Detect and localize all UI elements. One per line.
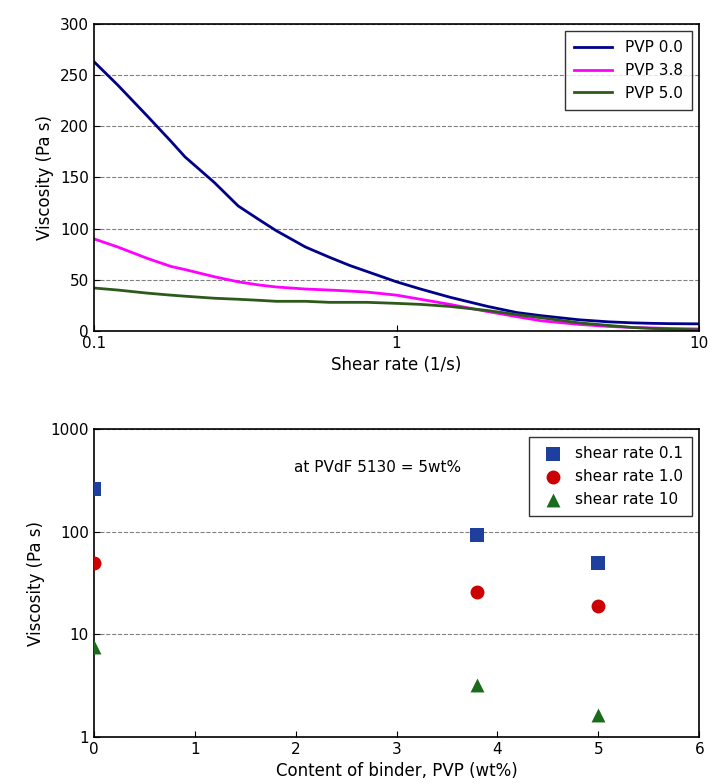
PVP 5.0 <box>604 321 613 330</box>
PVP 5.0 <box>143 289 151 298</box>
Y-axis label: Viscosity (Pa s): Viscosity (Pa s) <box>36 114 54 240</box>
PVP 3.8 <box>272 282 280 292</box>
PVP 3.8 <box>604 321 613 331</box>
PVP 5.0 <box>113 285 122 295</box>
Line: PVP 0.0: PVP 0.0 <box>94 61 699 324</box>
PVP 0.0 <box>695 319 704 328</box>
PVP 3.8 <box>648 323 657 332</box>
PVP 5.0 <box>167 290 175 299</box>
PVP 5.0 <box>325 298 334 307</box>
PVP 0.0 <box>325 252 334 262</box>
PVP 3.8 <box>446 299 454 309</box>
X-axis label: Content of binder, PVP (wt%): Content of binder, PVP (wt%) <box>275 762 518 780</box>
PVP 5.0 <box>628 323 637 332</box>
shear rate 0.1 <box>88 483 99 495</box>
PVP 0.0 <box>483 302 492 311</box>
PVP 0.0 <box>345 261 354 270</box>
PVP 0.0 <box>665 319 674 328</box>
PVP 3.8 <box>255 280 263 289</box>
PVP 0.0 <box>575 315 583 325</box>
PVP 3.8 <box>210 272 218 281</box>
PVP 3.8 <box>143 253 151 263</box>
PVP 3.8 <box>180 265 189 274</box>
PVP 0.0 <box>210 178 218 187</box>
PVP 5.0 <box>695 325 704 335</box>
shear rate 1.0 <box>593 600 604 612</box>
PVP 3.8 <box>325 285 334 295</box>
PVP 5.0 <box>513 310 521 319</box>
PVP 5.0 <box>665 325 674 334</box>
PVP 0.0 <box>301 242 310 252</box>
PVP 0.0 <box>392 277 401 286</box>
PVP 3.8 <box>345 286 354 296</box>
PVP 0.0 <box>272 226 280 235</box>
PVP 3.8 <box>392 290 401 299</box>
PVP 3.8 <box>536 316 545 325</box>
PVP 3.8 <box>113 242 122 252</box>
PVP 0.0 <box>255 215 263 224</box>
PVP 0.0 <box>143 111 151 121</box>
PVP 3.8 <box>513 312 521 321</box>
PVP 5.0 <box>416 299 425 309</box>
PVP 5.0 <box>89 283 98 292</box>
PVP 0.0 <box>363 267 371 276</box>
shear rate 1.0 <box>88 557 99 569</box>
PVP 0.0 <box>648 318 657 328</box>
Text: at PVdF 5130 = 5wt%: at PVdF 5130 = 5wt% <box>293 460 461 475</box>
PVP 5.0 <box>648 324 657 333</box>
Legend: PVP 0.0, PVP 3.8, PVP 5.0: PVP 0.0, PVP 3.8, PVP 5.0 <box>565 31 691 110</box>
shear rate 10 <box>88 641 99 654</box>
Y-axis label: Viscosity (Pa s): Viscosity (Pa s) <box>27 521 45 646</box>
PVP 3.8 <box>665 324 674 333</box>
PVP 0.0 <box>113 80 122 89</box>
PVP 0.0 <box>180 152 189 162</box>
PVP 0.0 <box>89 56 98 66</box>
PVP 3.8 <box>234 277 242 286</box>
shear rate 0.1 <box>593 557 604 569</box>
PVP 5.0 <box>272 296 280 306</box>
Line: PVP 3.8: PVP 3.8 <box>94 239 699 329</box>
PVP 3.8 <box>167 262 175 271</box>
PVP 3.8 <box>363 288 371 297</box>
PVP 3.8 <box>301 285 310 294</box>
PVP 5.0 <box>234 295 242 304</box>
shear rate 10 <box>593 709 604 721</box>
PVP 5.0 <box>536 313 545 322</box>
PVP 3.8 <box>575 320 583 329</box>
PVP 3.8 <box>89 234 98 244</box>
PVP 5.0 <box>392 299 401 308</box>
shear rate 10 <box>472 679 483 691</box>
PVP 5.0 <box>345 298 354 307</box>
PVP 3.8 <box>695 325 704 334</box>
PVP 3.8 <box>628 323 637 332</box>
PVP 0.0 <box>536 311 545 321</box>
PVP 0.0 <box>513 308 521 318</box>
X-axis label: Shear rate (1/s): Shear rate (1/s) <box>332 357 461 375</box>
PVP 0.0 <box>234 201 242 211</box>
shear rate 0.1 <box>472 529 483 542</box>
PVP 0.0 <box>167 136 175 146</box>
PVP 5.0 <box>180 292 189 301</box>
PVP 5.0 <box>483 306 492 315</box>
shear rate 1.0 <box>472 586 483 598</box>
PVP 5.0 <box>210 293 218 303</box>
PVP 5.0 <box>446 302 454 311</box>
PVP 0.0 <box>628 318 637 328</box>
PVP 3.8 <box>483 307 492 316</box>
PVP 3.8 <box>416 295 425 304</box>
PVP 5.0 <box>301 296 310 306</box>
PVP 0.0 <box>416 285 425 294</box>
Line: PVP 5.0: PVP 5.0 <box>94 288 699 330</box>
Legend: shear rate 0.1, shear rate 1.0, shear rate 10: shear rate 0.1, shear rate 1.0, shear ra… <box>528 437 691 516</box>
PVP 5.0 <box>255 296 263 305</box>
PVP 5.0 <box>575 318 583 328</box>
PVP 0.0 <box>446 292 454 302</box>
PVP 5.0 <box>363 298 371 307</box>
PVP 0.0 <box>604 317 613 326</box>
